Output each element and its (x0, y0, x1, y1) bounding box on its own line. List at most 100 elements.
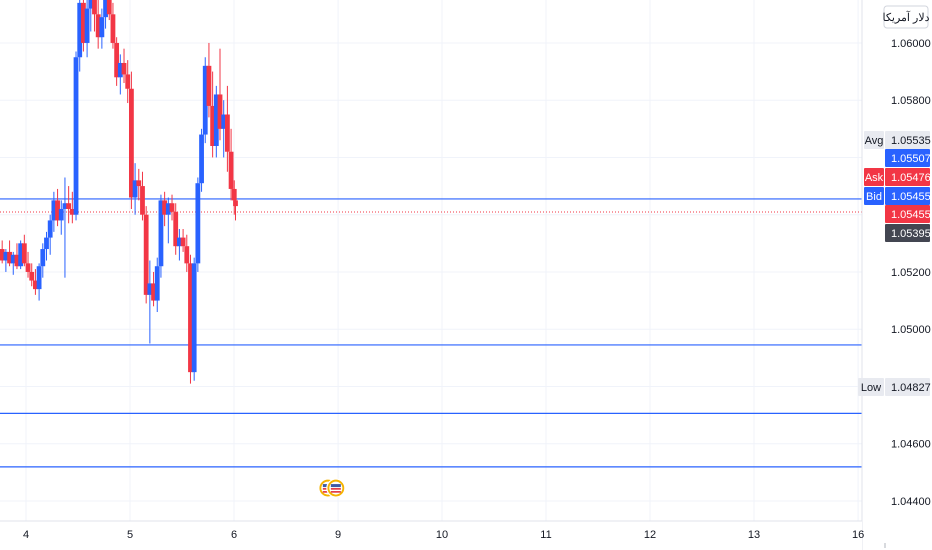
candle[interactable] (231, 180, 237, 215)
candle[interactable] (103, 0, 108, 29)
candle[interactable] (114, 37, 120, 86)
candle-body (110, 14, 116, 43)
candle[interactable] (84, 0, 90, 58)
candle[interactable] (136, 168, 142, 201)
candle[interactable] (180, 229, 186, 252)
candle[interactable] (224, 85, 230, 172)
candle[interactable] (58, 200, 64, 235)
candle[interactable] (228, 128, 234, 201)
candle[interactable] (14, 243, 20, 270)
candle[interactable] (177, 229, 182, 261)
candle[interactable] (147, 260, 153, 344)
candle-body (99, 17, 105, 38)
price-tag-value: 1.05455 (891, 191, 931, 203)
candle-body (29, 271, 35, 281)
candle[interactable] (106, 0, 112, 21)
candle[interactable] (140, 171, 145, 221)
candle[interactable] (213, 85, 219, 158)
candle[interactable] (188, 254, 193, 384)
y-tick-label: 1.04400 (891, 496, 931, 508)
candle[interactable] (129, 71, 134, 209)
price-tag-bid: 1.05455 Bid (864, 187, 931, 205)
candle[interactable] (151, 271, 156, 307)
candle[interactable] (62, 177, 68, 278)
candle[interactable] (184, 234, 190, 272)
candle[interactable] (81, 0, 86, 52)
candle[interactable] (110, 2, 116, 49)
candle[interactable] (21, 234, 27, 267)
candle[interactable] (195, 177, 201, 272)
candle[interactable] (73, 51, 79, 221)
candle[interactable] (132, 163, 138, 215)
candle[interactable] (40, 243, 46, 278)
candle[interactable] (233, 191, 238, 221)
candle[interactable] (210, 71, 216, 158)
candle-body (7, 251, 12, 264)
candle[interactable] (121, 48, 127, 84)
candle[interactable] (221, 100, 227, 158)
candle[interactable] (143, 206, 149, 304)
candle[interactable] (95, 0, 101, 49)
candle[interactable] (33, 269, 38, 295)
candle[interactable] (158, 194, 164, 278)
candle[interactable] (36, 263, 42, 301)
price-tag-prefix: Avg (865, 135, 884, 147)
price-tag-ask: 1.05476 Ask (864, 168, 931, 186)
candle[interactable] (173, 203, 179, 255)
time-axis[interactable]: 4 5 6 9 10 11 12 13 16 (23, 529, 864, 541)
candle[interactable] (66, 186, 72, 224)
candle-body (180, 237, 186, 247)
candle[interactable] (7, 240, 12, 267)
currency-badge[interactable]: دلار آمریکا (882, 5, 930, 29)
price-axis-background (862, 0, 932, 550)
candle-body (25, 263, 31, 272)
candle[interactable] (125, 60, 131, 104)
candle[interactable] (88, 0, 94, 32)
candle[interactable] (117, 54, 123, 95)
price-tag-value: 1.05535 (891, 135, 931, 147)
candle-body (143, 214, 149, 295)
candle[interactable] (3, 249, 9, 272)
event-markers[interactable] (318, 478, 346, 498)
candle[interactable] (92, 0, 97, 32)
candle[interactable] (25, 251, 31, 278)
y-tick-label: 1.05200 (891, 267, 931, 279)
candle[interactable] (0, 240, 5, 264)
candle[interactable] (169, 194, 175, 221)
candle[interactable] (47, 214, 53, 255)
candle[interactable] (55, 188, 60, 227)
price-axis[interactable]: 1.06000 1.05800 1.05200 1.05000 1.04600 1.044… (891, 38, 931, 508)
candle-body (77, 2, 83, 58)
candle-body (103, 0, 108, 18)
candle-body (33, 280, 38, 290)
candle[interactable] (162, 191, 168, 227)
candle[interactable] (99, 8, 105, 49)
candle[interactable] (217, 48, 223, 141)
candle[interactable] (29, 263, 35, 287)
price-tag-prefix: Ask (865, 172, 884, 184)
candle[interactable] (44, 231, 49, 261)
candle[interactable] (206, 42, 212, 118)
candle-body (81, 2, 86, 43)
candle-body (10, 254, 16, 264)
candle-body (14, 254, 20, 267)
x-tick-label: 6 (231, 529, 237, 541)
candle[interactable] (18, 240, 24, 270)
candle[interactable] (77, 0, 83, 72)
candle-body (199, 134, 204, 184)
candle[interactable] (51, 191, 57, 232)
candle[interactable] (154, 257, 160, 313)
candle-body (88, 0, 94, 9)
candle-body (69, 208, 75, 215)
us-flag-event-icon[interactable] (318, 478, 346, 498)
candle-body (233, 200, 238, 207)
candle[interactable] (202, 57, 208, 144)
candle[interactable] (191, 257, 197, 381)
candle[interactable] (199, 128, 204, 192)
candle-body (121, 62, 127, 75)
candle[interactable] (10, 251, 16, 275)
candles[interactable] (0, 0, 238, 384)
candle[interactable] (69, 191, 75, 224)
candle[interactable] (165, 197, 171, 244)
